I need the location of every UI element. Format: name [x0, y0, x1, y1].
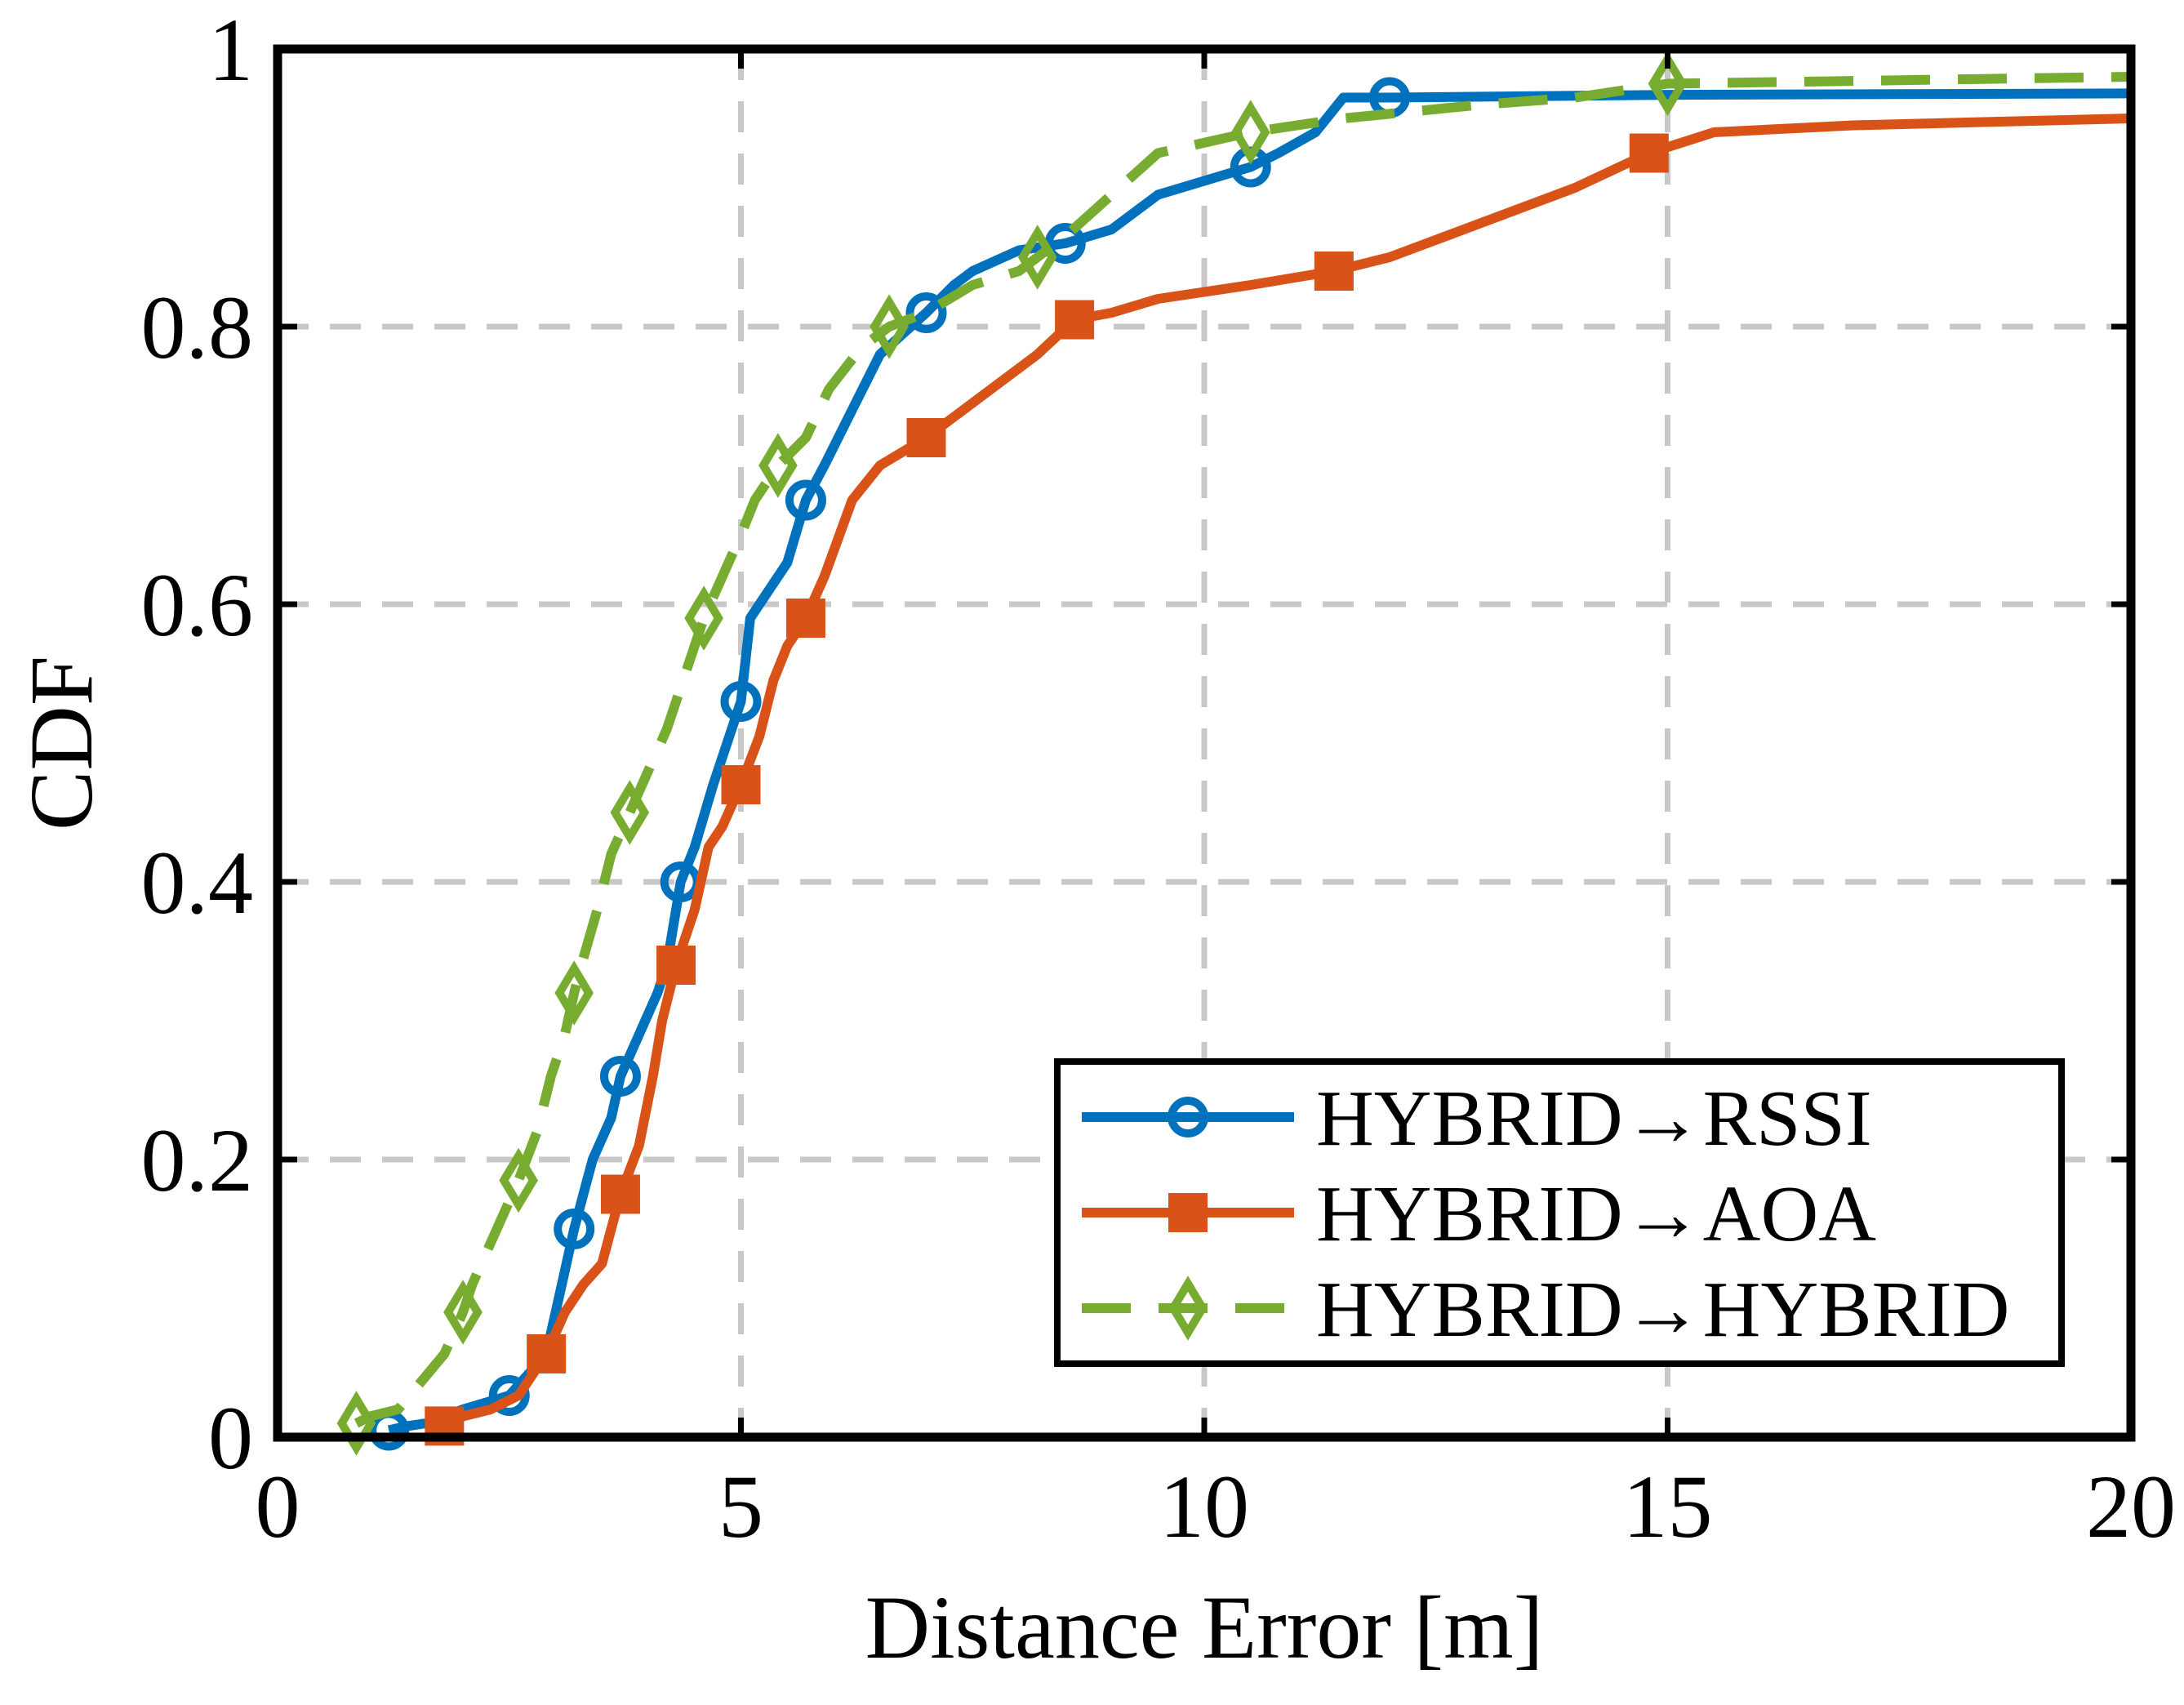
y-tick-label: 0	[208, 1388, 253, 1488]
data-point	[1629, 133, 1669, 173]
data-point	[610, 780, 650, 845]
y-tick-label: 0.8	[141, 278, 254, 377]
data-point	[785, 479, 826, 521]
data-point	[1044, 223, 1086, 264]
y-tick-label: 0.6	[141, 555, 254, 655]
x-tick-label: 5	[718, 1457, 763, 1556]
data-point	[600, 1174, 640, 1214]
data-point	[488, 1375, 530, 1416]
legend-marker	[1168, 1275, 1208, 1341]
data-point	[443, 1280, 483, 1345]
legend-item: HYBRID→RSSI	[1082, 1075, 1872, 1163]
series-2	[425, 114, 2132, 1446]
series-line	[387, 88, 2132, 1436]
x-tick-label: 15	[1623, 1457, 1713, 1556]
ticks: 0 5 10 15 20 0 0.2 0.4 0.6 0.8 1	[141, 0, 2177, 1556]
data-point	[1314, 252, 1354, 291]
series-line	[354, 72, 2132, 1428]
legend-label: HYBRID→AOA	[1316, 1170, 1876, 1258]
data-point	[1055, 300, 1095, 340]
data-point	[905, 292, 947, 333]
data-point	[656, 946, 696, 985]
x-tick-label: 0	[256, 1457, 300, 1556]
data-point	[499, 1147, 538, 1213]
series-layer	[336, 51, 2132, 1456]
legend-box	[1054, 1058, 2065, 1367]
data-point	[1648, 51, 1688, 117]
data-point	[785, 599, 825, 638]
y-axis-label: CDF	[11, 656, 111, 830]
x-axis-label: Distance Error [m]	[865, 1578, 1544, 1677]
legend-item: HYBRID→HYBRID	[1082, 1266, 2009, 1354]
y-tick-label: 0.4	[141, 833, 254, 933]
data-point	[554, 1209, 595, 1249]
data-point	[1017, 225, 1057, 290]
series-3	[336, 51, 2132, 1456]
legend-label: HYBRID→RSSI	[1316, 1075, 1872, 1163]
data-point	[599, 1056, 641, 1097]
legend-item: HYBRID→AOA	[1082, 1170, 1876, 1258]
y-tick-label: 1	[208, 0, 253, 100]
legend-marker	[1168, 1097, 1208, 1137]
legend-label: HYBRID→HYBRID	[1316, 1266, 2009, 1354]
data-point	[684, 585, 723, 651]
data-point	[527, 1334, 567, 1373]
data-point	[1230, 100, 1270, 165]
data-point	[721, 765, 761, 804]
data-point	[870, 294, 909, 359]
x-tick-label: 20	[2086, 1457, 2176, 1556]
x-tick-label: 10	[1159, 1457, 1249, 1556]
data-point	[336, 1391, 376, 1456]
data-point	[554, 960, 594, 1026]
data-point	[720, 681, 762, 722]
data-point	[906, 418, 946, 457]
y-tick-label: 0.2	[141, 1111, 254, 1210]
data-point	[758, 433, 798, 498]
legend-marker	[1168, 1193, 1208, 1232]
